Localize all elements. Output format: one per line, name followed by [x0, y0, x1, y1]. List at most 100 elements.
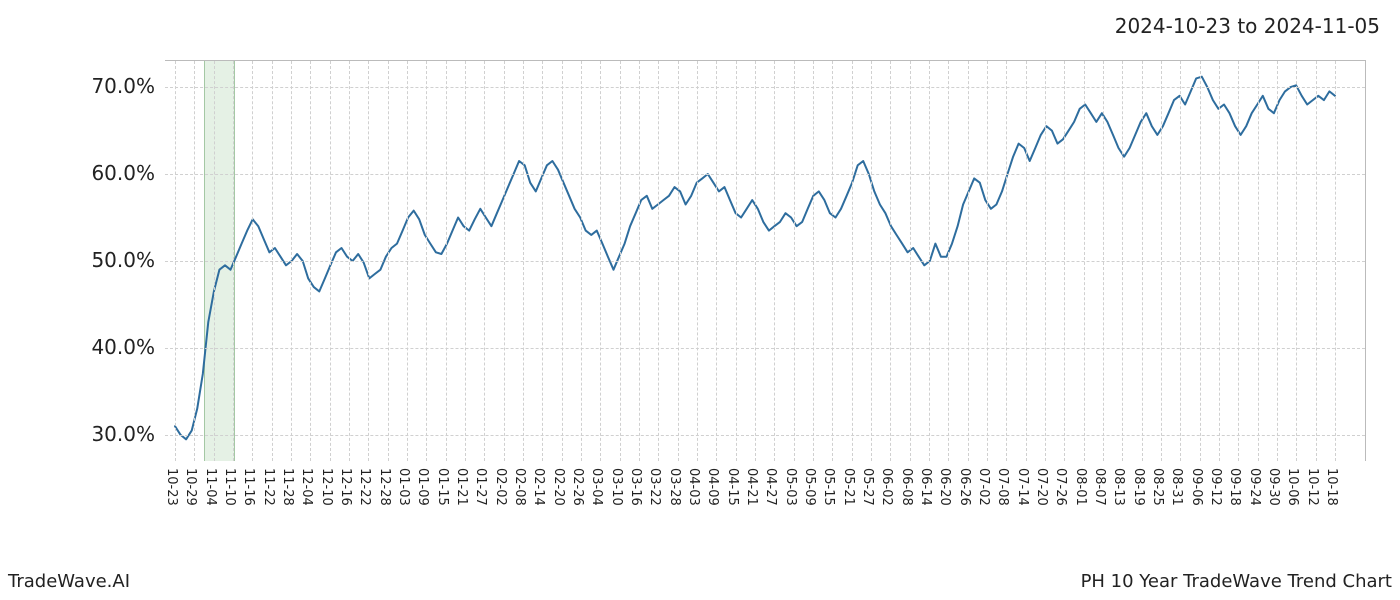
- x-tick-label: 12-16: [338, 468, 353, 506]
- x-tick-label: 06-26: [957, 468, 972, 506]
- gridline-vertical: [368, 61, 369, 461]
- x-tick-label: 11-22: [261, 468, 276, 506]
- x-tick-label: 06-14: [918, 468, 933, 506]
- gridline-vertical: [736, 61, 737, 461]
- x-tick-label: 06-08: [899, 468, 914, 506]
- x-tick-label: 07-14: [1015, 468, 1030, 506]
- x-tick-label: 05-09: [802, 468, 817, 506]
- x-tick-label: 08-19: [1131, 468, 1146, 506]
- chart-area: 30.0%40.0%50.0%60.0%70.0%10-2310-2911-04…: [165, 60, 1365, 460]
- date-range-label: 2024-10-23 to 2024-11-05: [1115, 14, 1380, 38]
- gridline-vertical: [1335, 61, 1336, 461]
- chart-container: 2024-10-23 to 2024-11-05 30.0%40.0%50.0%…: [0, 0, 1400, 600]
- gridline-vertical: [658, 61, 659, 461]
- x-tick-label: 10-29: [183, 468, 198, 506]
- gridline-vertical: [1180, 61, 1181, 461]
- x-tick-label: 03-28: [667, 468, 682, 506]
- x-tick-label: 02-08: [512, 468, 527, 506]
- x-tick-label: 07-26: [1053, 468, 1068, 506]
- gridline-vertical: [1084, 61, 1085, 461]
- gridline-vertical: [194, 61, 195, 461]
- x-tick-label: 02-20: [551, 468, 566, 506]
- gridline-vertical: [1026, 61, 1027, 461]
- gridline-vertical: [929, 61, 930, 461]
- gridline-vertical: [426, 61, 427, 461]
- gridline-vertical: [330, 61, 331, 461]
- x-tick-label: 11-04: [203, 468, 218, 506]
- gridline-vertical: [252, 61, 253, 461]
- gridline-vertical: [349, 61, 350, 461]
- x-tick-label: 02-02: [493, 468, 508, 506]
- gridline-vertical: [1277, 61, 1278, 461]
- x-tick-label: 04-03: [686, 468, 701, 506]
- x-tick-label: 10-12: [1305, 468, 1320, 506]
- x-tick-label: 09-18: [1227, 468, 1242, 506]
- x-tick-label: 08-25: [1150, 468, 1165, 506]
- x-tick-label: 11-16: [241, 468, 256, 506]
- y-tick-label: 50.0%: [91, 248, 155, 272]
- x-tick-label: 04-27: [763, 468, 778, 506]
- gridline-vertical: [407, 61, 408, 461]
- x-tick-label: 08-01: [1073, 468, 1088, 506]
- x-tick-label: 01-21: [454, 468, 469, 506]
- x-tick-label: 03-10: [609, 468, 624, 506]
- gridline-vertical: [1103, 61, 1104, 461]
- gridline-vertical: [1122, 61, 1123, 461]
- gridline-vertical: [1238, 61, 1239, 461]
- gridline-horizontal: [165, 261, 1365, 262]
- gridline-horizontal: [165, 174, 1365, 175]
- gridline-vertical: [852, 61, 853, 461]
- gridline-vertical: [716, 61, 717, 461]
- footer-brand: TradeWave.AI: [8, 571, 130, 592]
- x-tick-label: 01-15: [435, 468, 450, 506]
- gridline-vertical: [484, 61, 485, 461]
- gridline-vertical: [542, 61, 543, 461]
- x-tick-label: 10-23: [164, 468, 179, 506]
- gridline-horizontal: [165, 348, 1365, 349]
- x-tick-label: 07-20: [1034, 468, 1049, 506]
- gridline-vertical: [794, 61, 795, 461]
- gridline-vertical: [774, 61, 775, 461]
- x-tick-label: 06-02: [879, 468, 894, 506]
- gridline-vertical: [291, 61, 292, 461]
- gridline-vertical: [1316, 61, 1317, 461]
- gridline-vertical: [1045, 61, 1046, 461]
- gridline-vertical: [233, 61, 234, 461]
- footer-title: PH 10 Year TradeWave Trend Chart: [1081, 571, 1392, 592]
- x-tick-label: 10-06: [1285, 468, 1300, 506]
- x-tick-label: 06-20: [937, 468, 952, 506]
- gridline-vertical: [890, 61, 891, 461]
- gridline-vertical: [1258, 61, 1259, 461]
- gridline-vertical: [678, 61, 679, 461]
- gridline-vertical: [813, 61, 814, 461]
- plot-area: [165, 60, 1366, 461]
- gridline-vertical: [310, 61, 311, 461]
- x-tick-label: 05-27: [860, 468, 875, 506]
- x-tick-label: 08-13: [1111, 468, 1126, 506]
- x-tick-label: 12-28: [377, 468, 392, 506]
- gridline-vertical: [1006, 61, 1007, 461]
- x-tick-label: 05-21: [841, 468, 856, 506]
- x-tick-label: 09-24: [1247, 468, 1262, 506]
- gridline-vertical: [504, 61, 505, 461]
- gridline-vertical: [1142, 61, 1143, 461]
- x-tick-label: 07-08: [995, 468, 1010, 506]
- gridline-vertical: [910, 61, 911, 461]
- gridline-vertical: [388, 61, 389, 461]
- x-tick-label: 10-18: [1324, 468, 1339, 506]
- x-tick-label: 07-02: [976, 468, 991, 506]
- y-tick-label: 60.0%: [91, 161, 155, 185]
- gridline-vertical: [581, 61, 582, 461]
- x-tick-label: 09-12: [1208, 468, 1223, 506]
- gridline-vertical: [755, 61, 756, 461]
- x-tick-label: 08-31: [1169, 468, 1184, 506]
- gridline-vertical: [600, 61, 601, 461]
- x-tick-label: 01-09: [415, 468, 430, 506]
- x-tick-label: 04-21: [744, 468, 759, 506]
- gridline-horizontal: [165, 87, 1365, 88]
- x-tick-label: 12-10: [319, 468, 334, 506]
- x-tick-label: 11-10: [222, 468, 237, 506]
- gridline-vertical: [620, 61, 621, 461]
- x-tick-label: 04-09: [705, 468, 720, 506]
- x-tick-label: 12-04: [299, 468, 314, 506]
